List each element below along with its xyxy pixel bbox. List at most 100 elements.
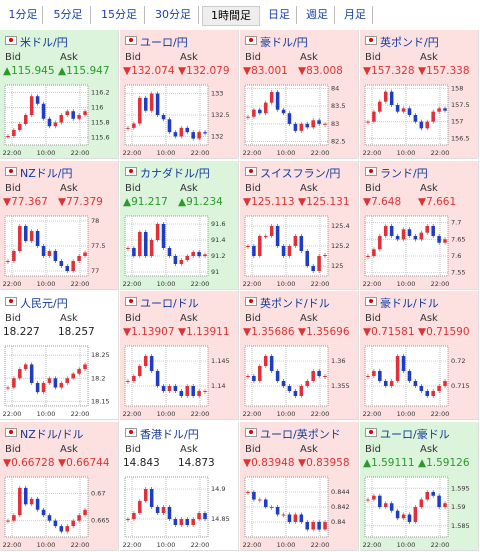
candle	[425, 225, 430, 233]
candle	[167, 247, 172, 256]
candle	[41, 509, 46, 515]
rate-tile[interactable]: スイスフラン/円 Bid Ask ▼125.113 ▼125.131 22:00 10:00…	[240, 160, 359, 290]
candle	[77, 255, 81, 261]
y-tick-label: 7.55	[451, 268, 465, 276]
bid-price: ▼7.648	[363, 195, 402, 208]
candle	[372, 495, 376, 499]
rate-tile[interactable]: ユーロ/英ポンド Bid Ask ▼0.83948 ▼0.83958 22:00 10:00…	[240, 421, 359, 551]
rate-tile[interactable]: 豪ドル/ドル Bid Ask ▼0.71581 ▼0.71590 22:00 10:00 22…	[360, 291, 479, 420]
time-label: 10:00	[157, 410, 176, 418]
tab[interactable]: 30分足	[148, 6, 199, 24]
candle	[395, 105, 400, 112]
bid-label: Bid	[245, 313, 261, 324]
y-tick-label: 1.36	[331, 357, 345, 365]
pair-name: スイスフラン/円	[260, 166, 341, 180]
candle	[372, 248, 376, 256]
candle	[275, 225, 280, 246]
pair-name: 香港ドル/円	[140, 427, 199, 441]
flag-mark	[9, 38, 13, 42]
pair-name: 人民元/円	[20, 297, 68, 310]
candle	[191, 251, 195, 256]
bid-label: Bid	[5, 443, 21, 455]
rate-tile[interactable]: ユーロ/豪ドル Bid Ask ▲1.59111 ▲1.59126 22:00 10:00 2…	[360, 421, 479, 551]
rate-tile[interactable]: 人民元/円 Bid Ask 18.227 18.257 22:00 10:00 22:00 18…	[0, 291, 119, 420]
ask-price: ▲115.947	[58, 65, 110, 77]
tab[interactable]: 5分足	[46, 6, 91, 24]
tab[interactable]: 月足	[338, 6, 373, 24]
flag-mark	[129, 168, 133, 173]
candle	[401, 108, 406, 112]
y-tick-label: 7.65	[451, 235, 465, 243]
flag-mark	[369, 38, 373, 42]
candle	[258, 109, 262, 114]
ask-price: ▼77.379	[58, 195, 103, 208]
tab[interactable]: 1時間足	[202, 6, 260, 26]
candle	[281, 109, 286, 114]
flag-mark	[129, 299, 133, 303]
tab[interactable]: 週足	[300, 6, 335, 24]
candle	[246, 245, 250, 247]
flag-mark	[9, 299, 13, 303]
candle	[41, 382, 46, 393]
y-tick-label: 115.6	[91, 134, 110, 142]
time-label: 22:00	[311, 280, 330, 288]
candle	[366, 255, 370, 257]
bid-price: ▼77.367	[3, 195, 48, 208]
ask-label: Ask	[420, 52, 438, 63]
tab[interactable]: 日足	[262, 6, 297, 24]
time-label: 22:00	[3, 410, 22, 418]
candle	[138, 366, 142, 376]
y-tick-label: 1.595	[451, 484, 470, 492]
tab[interactable]: 15分足	[94, 6, 145, 24]
time-label: 10:00	[277, 149, 296, 157]
candle	[197, 251, 201, 256]
time-label: 10:00	[277, 410, 296, 418]
candle	[252, 245, 256, 256]
flag-mark	[249, 299, 253, 303]
candle	[443, 381, 447, 386]
y-tick-label: 132	[211, 132, 223, 140]
y-tick-label: 158	[451, 84, 463, 92]
candle	[269, 506, 274, 508]
bid-price: 18.227	[3, 326, 40, 338]
pair-name: ユーロ/円	[140, 36, 188, 49]
y-tick-label: 7.7	[451, 218, 461, 226]
candle	[293, 123, 298, 131]
rate-tile[interactable]: NZドル/ドル Bid Ask ▼0.66728 ▼0.66744 22:00 10:00 2…	[0, 421, 119, 551]
ask-price: ▼0.83958	[298, 456, 350, 469]
rate-tile[interactable]: ユーロ/円 Bid Ask ▼132.074 ▼132.079 22:00 10:00 22:…	[120, 30, 239, 159]
rate-tile[interactable]: カナダドル/円 Bid Ask ▲91.217 ▲91.234 22:00 10:00 22:…	[120, 160, 239, 290]
rate-tile[interactable]: NZドル/円 Bid Ask ▼77.367 ▼77.379 22:00 10:00 22:0…	[0, 160, 119, 290]
y-tick-label: 156.5	[451, 134, 470, 142]
bid-label: Bid	[5, 52, 21, 63]
mini-chart: 22:00 10:00 22:00 133 132.5 132	[123, 84, 230, 157]
tab[interactable]: 1分足	[4, 6, 43, 24]
candle	[305, 521, 310, 529]
candle	[299, 123, 304, 131]
rate-tile[interactable]: 米ドル/円 Bid Ask ▲115.945 ▲115.947 22:00 10:00 22:…	[0, 30, 119, 159]
candle	[378, 101, 382, 112]
candle	[173, 255, 178, 264]
candle	[132, 247, 136, 256]
rate-tile[interactable]: 英ポンド/円 Bid Ask ▼157.328 ▼157.338 22:00 10:00 22…	[360, 30, 479, 159]
rate-tile[interactable]: ランド/円 Bid Ask ▼7.648 ▼7.661 22:00 10:00 22:00 7.…	[360, 160, 479, 290]
candle	[138, 500, 142, 513]
rate-tile[interactable]: ユーロ/ドル Bid Ask ▼1.13907 ▼1.13911 22:00 10:00 22…	[120, 291, 239, 420]
y-tick-label: 116.2	[91, 89, 110, 97]
ask-price: ▼1.35696	[298, 326, 350, 338]
candle	[419, 499, 424, 507]
rate-tile[interactable]: 香港ドル/円 Bid Ask 14.843 14.873 22:00 10:00 22:00 1…	[120, 421, 239, 551]
flag-mark	[369, 429, 373, 434]
candle	[126, 247, 130, 249]
y-tick-label: 0.84	[331, 518, 345, 526]
candle	[425, 121, 430, 129]
candle	[299, 514, 304, 522]
time-label: 10:00	[397, 541, 416, 549]
pair-name: 英ポンド/ドル	[260, 297, 330, 310]
rate-tile[interactable]: 英ポンド/ドル Bid Ask ▼1.35686 ▼1.35696 22:00 10:00 2…	[240, 291, 359, 420]
candle	[173, 386, 178, 391]
ask-price: ▼0.71590	[418, 326, 470, 338]
rate-tile[interactable]: 豪ドル/円 Bid Ask ▼83.001 ▼83.008 22:00 10:00 22:00…	[240, 30, 359, 159]
ask-price: ▼83.008	[298, 65, 343, 77]
candle	[407, 371, 412, 381]
